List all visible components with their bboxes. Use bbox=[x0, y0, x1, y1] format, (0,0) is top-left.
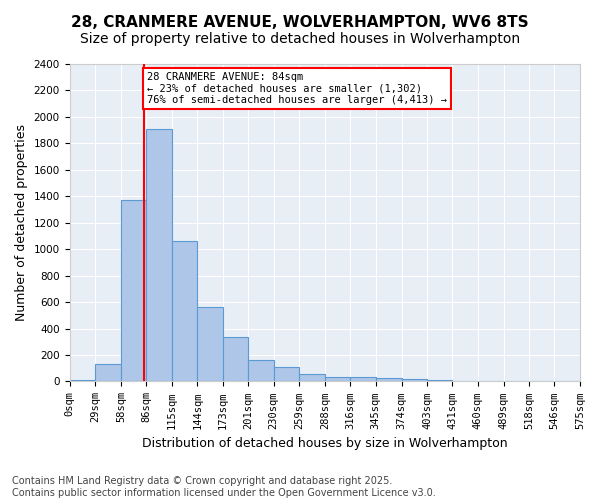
Bar bbox=[197, 308, 223, 382]
Text: 28, CRANMERE AVENUE, WOLVERHAMPTON, WV6 8TS: 28, CRANMERE AVENUE, WOLVERHAMPTON, WV6 … bbox=[71, 15, 529, 30]
Text: 28 CRANMERE AVENUE: 84sqm
← 23% of detached houses are smaller (1,302)
76% of se: 28 CRANMERE AVENUE: 84sqm ← 23% of detac… bbox=[147, 72, 447, 105]
Y-axis label: Number of detached properties: Number of detached properties bbox=[15, 124, 28, 321]
Text: Size of property relative to detached houses in Wolverhampton: Size of property relative to detached ho… bbox=[80, 32, 520, 46]
Bar bbox=[350, 378, 376, 382]
Bar bbox=[172, 241, 197, 382]
Bar bbox=[146, 129, 172, 382]
Bar bbox=[529, 381, 554, 382]
Bar bbox=[452, 381, 478, 382]
Bar bbox=[223, 337, 248, 382]
Bar bbox=[401, 379, 427, 382]
Bar bbox=[95, 364, 121, 382]
Bar bbox=[554, 381, 580, 382]
Bar bbox=[274, 367, 299, 382]
Bar bbox=[503, 381, 529, 382]
Bar bbox=[325, 377, 350, 382]
Bar bbox=[248, 360, 274, 382]
Bar bbox=[376, 378, 401, 382]
Bar bbox=[121, 200, 146, 382]
Bar bbox=[70, 380, 95, 382]
Bar bbox=[427, 380, 452, 382]
Bar bbox=[299, 374, 325, 382]
Text: Contains HM Land Registry data © Crown copyright and database right 2025.
Contai: Contains HM Land Registry data © Crown c… bbox=[12, 476, 436, 498]
X-axis label: Distribution of detached houses by size in Wolverhampton: Distribution of detached houses by size … bbox=[142, 437, 508, 450]
Bar bbox=[478, 381, 503, 382]
